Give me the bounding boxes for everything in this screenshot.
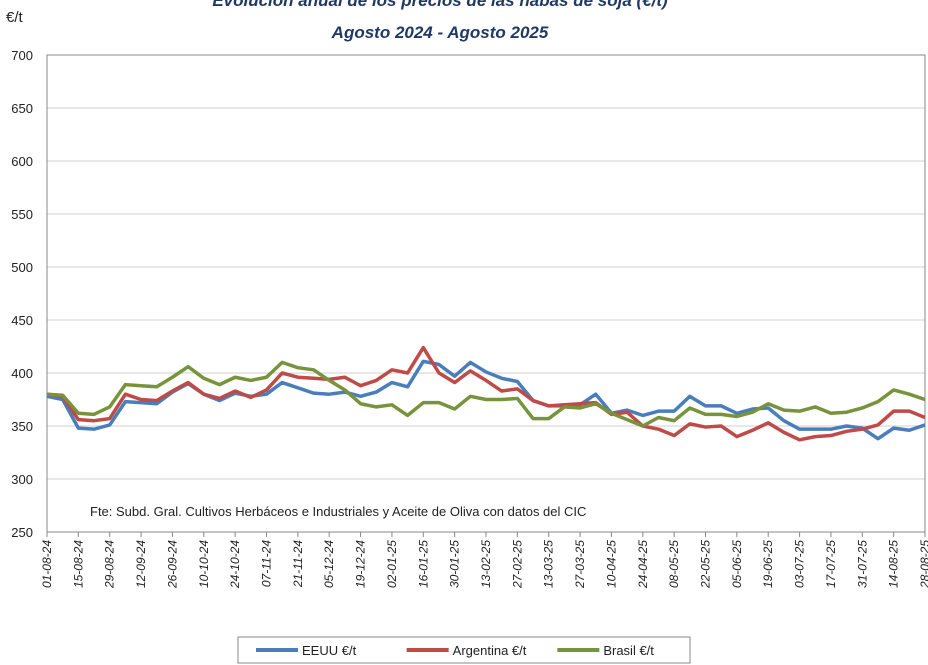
y-tick-label: 400 <box>11 366 33 381</box>
x-tick-label: 01-08-24 <box>40 540 54 588</box>
y-tick-label: 550 <box>11 207 33 222</box>
y-tick-label: 450 <box>11 313 33 328</box>
x-tick-label: 17-07-25 <box>824 540 838 588</box>
x-tick-label: 24-04-25 <box>636 540 650 589</box>
plot-border <box>46 54 926 533</box>
x-tick-label: 02-01-25 <box>385 540 399 588</box>
y-tick-label: 650 <box>11 101 33 116</box>
y-tick-label: 500 <box>11 260 33 275</box>
x-tick-label: 16-01-25 <box>416 540 430 588</box>
x-tick-label: 28-08-25 <box>918 540 928 589</box>
x-tick-label: 13-03-25 <box>542 540 556 588</box>
legend-label: EEUU €/t <box>302 643 357 658</box>
x-tick-label: 29-08-24 <box>103 540 117 589</box>
x-tick-label: 10-04-25 <box>604 540 618 588</box>
x-tick-label: 22-05-25 <box>699 540 713 589</box>
x-tick-label: 07-11-24 <box>260 540 274 587</box>
x-tick-label: 05-06-25 <box>730 540 744 588</box>
x-tick-label: 14-08-25 <box>887 540 901 588</box>
x-tick-label: 12-09-24 <box>134 540 148 588</box>
x-tick-label: 19-06-25 <box>761 540 775 588</box>
chart-subtitle: Agosto 2024 - Agosto 2025 <box>331 23 549 42</box>
y-tick-label: 600 <box>11 154 33 169</box>
x-tick-label: 03-07-25 <box>793 540 807 588</box>
x-tick-label: 30-01-25 <box>448 540 462 588</box>
y-tick-label: 250 <box>11 525 33 540</box>
x-tick-label: 21-11-24 <box>291 540 305 588</box>
line-series <box>46 360 926 428</box>
x-tick-label: 13-02-25 <box>479 540 493 588</box>
x-tick-label: 19-12-24 <box>354 540 368 588</box>
y-axis-label: €/t <box>6 9 24 26</box>
y-tick-label: 350 <box>11 419 33 434</box>
x-tick-label: 05-12-24 <box>322 540 336 588</box>
legend-label: Argentina €/t <box>453 643 527 658</box>
legend-box <box>237 636 691 664</box>
chart-title: Evolución anual de los precios de las ha… <box>212 0 668 10</box>
x-tick-label: 27-03-25 <box>573 540 587 589</box>
x-tick-label: 27-02-25 <box>510 540 524 589</box>
line-series <box>46 345 926 442</box>
x-tick-label: 31-07-25 <box>855 540 869 588</box>
x-tick-label: 10-10-24 <box>197 540 211 588</box>
y-tick-label: 700 <box>11 48 33 63</box>
x-tick-label: 15-08-24 <box>71 540 85 588</box>
x-tick-label: 26-09-24 <box>165 540 179 589</box>
legend-label: Brasil €/t <box>603 643 654 658</box>
x-tick-label: 08-05-25 <box>667 540 681 588</box>
y-tick-label: 300 <box>11 472 33 487</box>
annotation: Fte: Subd. Gral. Cultivos Herbáceos e In… <box>90 504 586 519</box>
x-tick-label: 24-10-24 <box>228 540 242 589</box>
